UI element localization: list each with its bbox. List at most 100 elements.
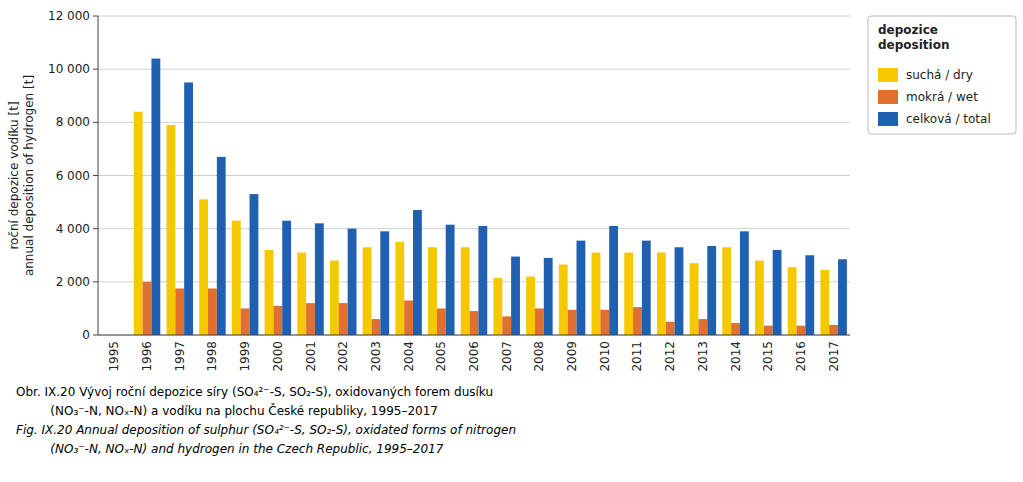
- bar: [306, 303, 315, 335]
- grid-line: [98, 228, 850, 229]
- tick-mark: [93, 69, 98, 70]
- bar: [577, 241, 586, 335]
- x-axis-line: [98, 335, 850, 336]
- bar: [633, 307, 642, 335]
- caption: Obr. IX.20 Vývoj roční depozice síry (SO…: [16, 385, 516, 456]
- tick-label: 2001: [304, 341, 318, 372]
- bar: [151, 59, 160, 335]
- bar: [805, 255, 814, 335]
- tick-label: 2006: [467, 341, 481, 372]
- tick-label: 2016: [794, 341, 808, 372]
- tick-label: 2008: [532, 341, 546, 372]
- bar: [232, 221, 241, 335]
- bar: [217, 157, 226, 335]
- bar: [413, 210, 422, 335]
- caption-line: (NO₃⁻-N, NOₓ-N) a vodíku na plochu České…: [16, 403, 438, 418]
- bars: [134, 59, 847, 335]
- grid-line: [98, 335, 850, 336]
- bar: [371, 319, 380, 335]
- bar: [788, 267, 797, 335]
- bar: [134, 112, 143, 335]
- bar: [273, 306, 282, 335]
- grid-line: [98, 175, 850, 176]
- tick-label: 0: [82, 328, 90, 342]
- bar: [437, 308, 446, 335]
- bar: [404, 300, 413, 335]
- bar: [707, 246, 716, 335]
- bar: [764, 326, 773, 335]
- bar: [339, 303, 348, 335]
- bar: [143, 282, 152, 335]
- tick-label: 12 000: [48, 9, 90, 23]
- bar: [348, 229, 357, 335]
- x-axis: 1995199619971998199920002001200220032004…: [107, 341, 840, 372]
- tick-label: 1996: [140, 341, 154, 372]
- caption-line: (NO₃⁻-N, NOₓ-N) and hydrogen in the Czec…: [16, 442, 444, 456]
- legend-label: celková / total: [906, 112, 991, 126]
- tick-label: 4 000: [56, 222, 90, 236]
- bar: [446, 225, 455, 335]
- bar: [642, 241, 651, 335]
- tick-mark: [93, 16, 98, 17]
- bar: [184, 82, 193, 335]
- bar: [698, 319, 707, 335]
- legend: depozicedeposition suchá / dry mokrá / wet…: [868, 16, 1016, 134]
- legend-label: mokrá / wet: [906, 90, 978, 104]
- bar: [740, 231, 749, 335]
- legend-swatch: [878, 112, 898, 126]
- tick-label: 2 000: [56, 275, 90, 289]
- bar: [461, 247, 470, 335]
- tick-mark: [93, 175, 98, 176]
- bar: [838, 259, 847, 335]
- caption-line: Obr. IX.20 Vývoj roční depozice síry (SO…: [16, 385, 493, 399]
- y-axis-label: roční depozice vodíku [t]annual depositi…: [7, 75, 36, 276]
- bar: [609, 226, 618, 335]
- tick-mark: [93, 281, 98, 282]
- tick-label: 2009: [565, 341, 579, 372]
- bar: [657, 253, 666, 335]
- tick-label: 6 000: [56, 169, 90, 183]
- bar: [428, 247, 437, 335]
- bar: [600, 310, 609, 335]
- grid-line: [98, 16, 850, 17]
- tick-label: 2000: [271, 341, 285, 372]
- bar: [690, 263, 699, 335]
- bar: [797, 326, 806, 335]
- bar: [175, 288, 184, 335]
- bar: [297, 253, 306, 335]
- bar: [478, 226, 487, 335]
- tick-label: 1998: [205, 341, 219, 372]
- y-axis: 02 0004 0006 0008 00010 00012 000: [48, 9, 850, 342]
- legend-label: suchá / dry: [906, 68, 973, 82]
- bar: [470, 311, 479, 335]
- bar: [675, 247, 684, 335]
- bar: [265, 250, 274, 335]
- tick-label: 2012: [663, 341, 677, 372]
- bar: [773, 250, 782, 335]
- tick-label: 2017: [827, 341, 841, 372]
- tick-label: 2003: [369, 341, 383, 372]
- tick-label: 2004: [402, 341, 416, 372]
- y-axis-line: [98, 16, 99, 335]
- bar: [592, 253, 601, 335]
- bar: [199, 199, 208, 335]
- bar: [315, 223, 324, 335]
- tick-label: 2007: [500, 341, 514, 372]
- bar: [666, 322, 675, 335]
- bar: [208, 288, 217, 335]
- bar: [330, 261, 339, 335]
- tick-mark: [93, 228, 98, 229]
- bar: [624, 253, 633, 335]
- bar: [559, 265, 568, 335]
- bar: [166, 125, 175, 335]
- legend-title: depozicedeposition: [878, 23, 949, 52]
- bar: [380, 231, 389, 335]
- tick-label: 1997: [173, 341, 187, 372]
- bar: [755, 261, 764, 335]
- bar: [241, 308, 250, 335]
- legend-frame: [868, 16, 1016, 134]
- tick-label: 2014: [729, 341, 743, 372]
- tick-label: 10 000: [48, 62, 90, 76]
- bar: [820, 270, 829, 335]
- bar: [829, 325, 838, 335]
